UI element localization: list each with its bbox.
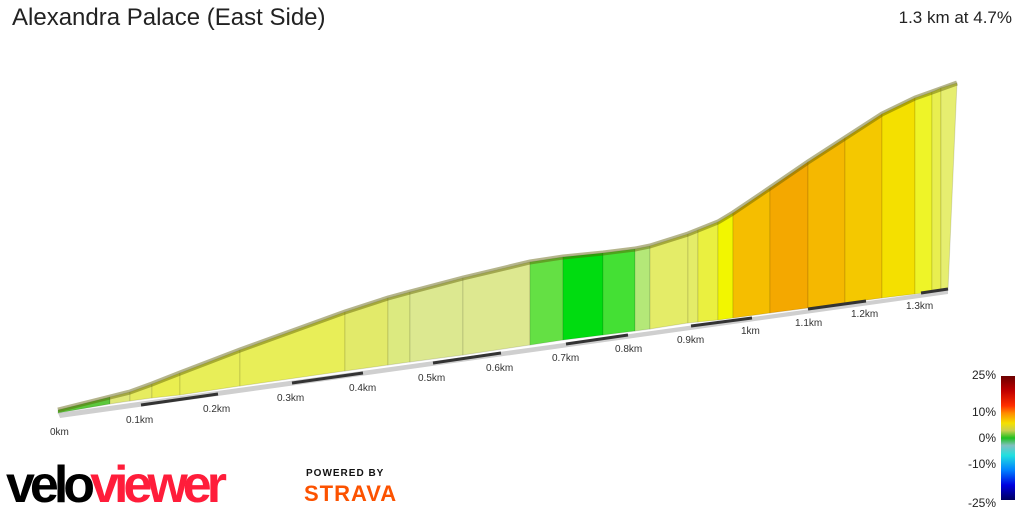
svg-text:0.9km: 0.9km bbox=[677, 335, 704, 346]
logo-viewer: viewer bbox=[90, 456, 227, 514]
legend-label-minus10: -10% bbox=[967, 457, 996, 471]
svg-text:0.4km: 0.4km bbox=[349, 383, 376, 394]
svg-text:0.6km: 0.6km bbox=[486, 363, 513, 374]
logo-velo: velo bbox=[6, 456, 95, 514]
svg-text:0.5km: 0.5km bbox=[418, 373, 445, 384]
profile-segments bbox=[57, 82, 958, 414]
legend-label-25: 25% bbox=[971, 368, 996, 382]
gradient-colorbar bbox=[1001, 376, 1015, 500]
strava-logo: STRAVA bbox=[304, 481, 398, 506]
segment-summary: 1.3 km at 4.7% bbox=[898, 8, 1012, 27]
svg-text:0.3km: 0.3km bbox=[277, 393, 304, 404]
svg-text:1km: 1km bbox=[741, 326, 760, 337]
legend-label-minus25: -25% bbox=[967, 496, 996, 510]
svg-text:0.7km: 0.7km bbox=[552, 353, 579, 364]
legend-label-0: 0% bbox=[978, 431, 996, 445]
svg-text:1.2km: 1.2km bbox=[851, 309, 878, 320]
svg-text:0.2km: 0.2km bbox=[203, 404, 230, 415]
km-scale-bars bbox=[140, 287, 949, 407]
svg-text:0km: 0km bbox=[50, 427, 69, 438]
svg-text:1.3km: 1.3km bbox=[906, 301, 933, 312]
svg-text:0.1km: 0.1km bbox=[126, 415, 153, 426]
svg-text:1.1km: 1.1km bbox=[795, 318, 822, 329]
km-labels: 0km 0.1km 0.2km 0.3km 0.4km 0.5km 0.6km … bbox=[50, 301, 933, 438]
profile-ridge bbox=[57, 80, 958, 413]
powered-by-label: POWERED BY bbox=[306, 468, 385, 479]
legend-label-10: 10% bbox=[971, 405, 996, 419]
veloviewer-logo: veloviewer bbox=[6, 455, 227, 515]
svg-text:0.8km: 0.8km bbox=[615, 344, 642, 355]
segment-title: Alexandra Palace (East Side) bbox=[12, 4, 326, 31]
